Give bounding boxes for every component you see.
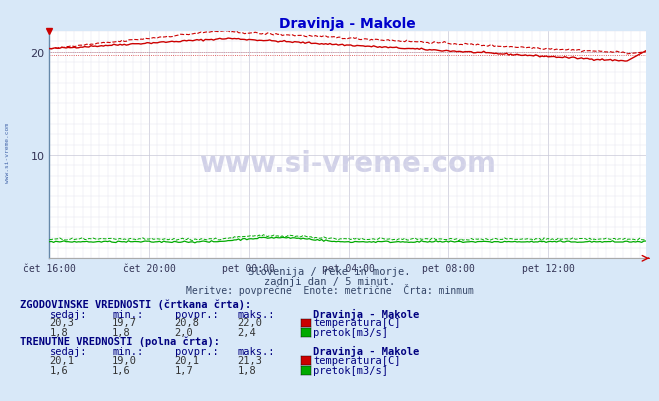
Text: 20,1: 20,1 [175,355,200,365]
Text: maks.:: maks.: [237,346,275,356]
Text: povpr.:: povpr.: [175,346,218,356]
Text: www.si-vreme.com: www.si-vreme.com [5,122,11,182]
Text: sedaj:: sedaj: [49,309,87,319]
Text: pretok[m3/s]: pretok[m3/s] [313,365,388,375]
Text: temperatura[C]: temperatura[C] [313,355,401,365]
Text: 19,7: 19,7 [112,318,137,328]
Text: 1,8: 1,8 [49,327,68,337]
Text: 1,6: 1,6 [49,365,68,375]
Text: 1,6: 1,6 [112,365,130,375]
Text: maks.:: maks.: [237,309,275,319]
Text: 21,3: 21,3 [237,355,262,365]
Text: Slovenija / reke in morje.: Slovenija / reke in morje. [248,267,411,277]
Text: TRENUTNE VREDNOSTI (polna črta):: TRENUTNE VREDNOSTI (polna črta): [20,335,219,346]
Text: 1,8: 1,8 [112,327,130,337]
Title: Dravinja - Makole: Dravinja - Makole [279,17,416,31]
Text: 2,0: 2,0 [175,327,193,337]
Text: 20,8: 20,8 [175,318,200,328]
Text: min.:: min.: [112,346,143,356]
Text: 19,0: 19,0 [112,355,137,365]
Text: 20,1: 20,1 [49,355,74,365]
Text: povpr.:: povpr.: [175,309,218,319]
Text: Dravinja - Makole: Dravinja - Makole [313,308,419,319]
Text: 20,3: 20,3 [49,318,74,328]
Text: Dravinja - Makole: Dravinja - Makole [313,345,419,356]
Text: 1,7: 1,7 [175,365,193,375]
Text: min.:: min.: [112,309,143,319]
Text: 1,8: 1,8 [237,365,256,375]
Text: 2,4: 2,4 [237,327,256,337]
Text: Meritve: povprečne  Enote: metrične  Črta: minmum: Meritve: povprečne Enote: metrične Črta:… [186,284,473,296]
Text: temperatura[C]: temperatura[C] [313,318,401,328]
Text: www.si-vreme.com: www.si-vreme.com [199,150,496,178]
Text: zadnji dan / 5 minut.: zadnji dan / 5 minut. [264,276,395,286]
Text: pretok[m3/s]: pretok[m3/s] [313,327,388,337]
Text: sedaj:: sedaj: [49,346,87,356]
Text: 22,0: 22,0 [237,318,262,328]
Text: ZGODOVINSKE VREDNOSTI (črtkana črta):: ZGODOVINSKE VREDNOSTI (črtkana črta): [20,298,251,309]
